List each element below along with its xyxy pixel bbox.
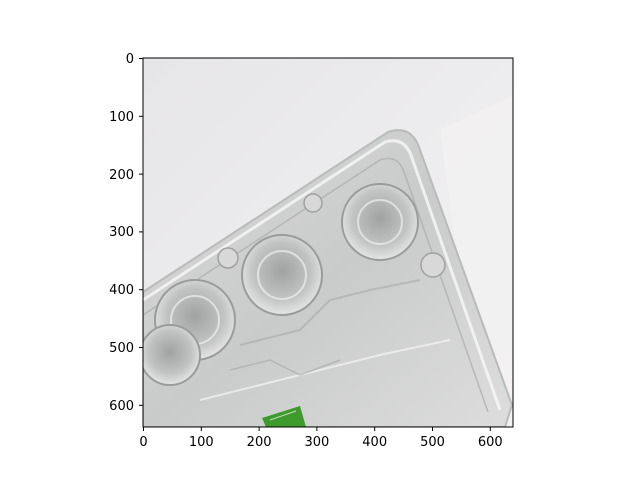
- egg-cup: [341, 183, 419, 261]
- green-label: [262, 406, 306, 427]
- x-tick-label: 0: [139, 435, 147, 450]
- y-tick-label: 400: [109, 283, 134, 298]
- y-tick-label: 0: [126, 52, 134, 67]
- x-tick-label: 300: [304, 435, 329, 450]
- egg-cup: [143, 324, 201, 386]
- y-tick-label: 600: [109, 399, 134, 414]
- x-axis: 0 100 200 300 400 500 600: [139, 427, 503, 450]
- y-tick-label: 300: [109, 225, 134, 240]
- tray-post: [303, 193, 323, 213]
- photo: [143, 58, 513, 427]
- y-tick-label: 500: [109, 341, 134, 356]
- y-tick-label: 100: [109, 110, 134, 125]
- x-tick-label: 500: [420, 435, 445, 450]
- y-axis: 0 100 200 300 400 500 600: [109, 52, 143, 414]
- x-tick-label: 200: [247, 435, 272, 450]
- x-tick-label: 600: [478, 435, 503, 450]
- x-tick-label: 400: [362, 435, 387, 450]
- egg-tray: [143, 129, 513, 427]
- tray-post: [420, 252, 446, 278]
- x-tick-label: 100: [189, 435, 214, 450]
- plot-frame: [142, 57, 514, 428]
- egg-cup: [241, 234, 323, 316]
- y-tick-label: 200: [109, 168, 134, 183]
- tray-post: [217, 247, 239, 269]
